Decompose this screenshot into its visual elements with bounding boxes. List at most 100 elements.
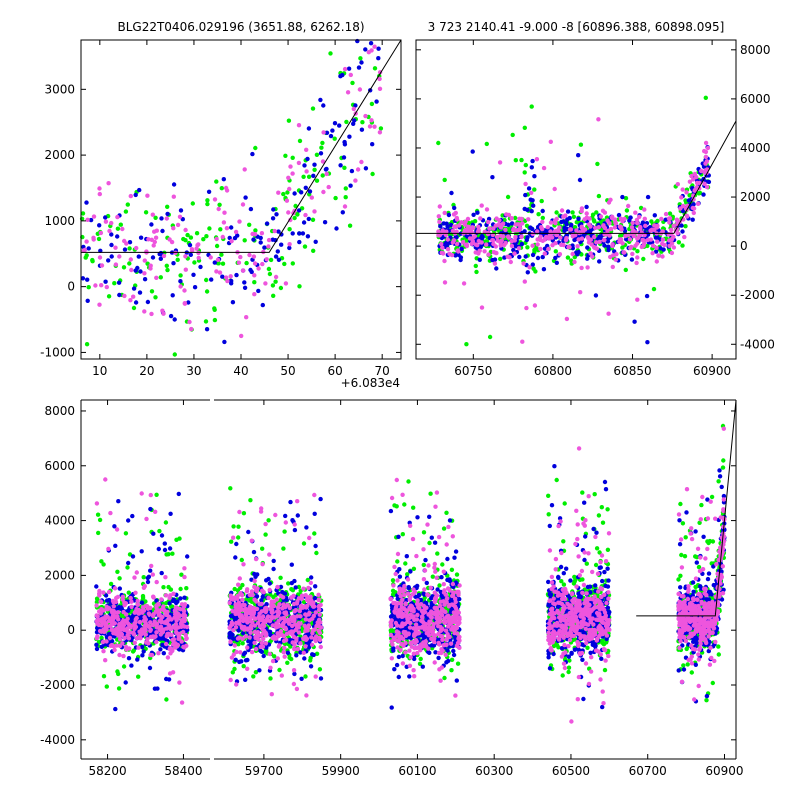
panel-3-point (317, 667, 323, 672)
panel-2-point (676, 240, 682, 245)
panel-2-point (649, 227, 655, 232)
panel-3-point (181, 602, 187, 608)
panel-2-point (623, 267, 628, 273)
panel-3-point (283, 626, 289, 632)
panel-3-point (117, 576, 122, 581)
panel-3-point (168, 511, 173, 516)
panel-1-point (252, 261, 258, 266)
panel-3-point (248, 498, 253, 503)
panel-2-point (639, 230, 644, 235)
panel-2-point (629, 257, 635, 262)
panel-3-point (246, 529, 251, 535)
panel-2-point (498, 240, 503, 245)
panel-1-point (376, 56, 381, 61)
panel-2-point (456, 223, 462, 228)
panel-1-ytick-label: 0 (67, 280, 75, 294)
panel-2-point (626, 203, 631, 209)
panel-2-point (511, 247, 516, 253)
panel-3-point (97, 591, 102, 596)
panel-3-point (96, 617, 101, 622)
panel-3-point (129, 663, 134, 668)
panel-3-point (231, 535, 236, 540)
panel-2-point (532, 187, 537, 192)
panel-2-point (654, 245, 659, 250)
panel-1-point (240, 202, 246, 207)
panel-2-point (642, 207, 647, 212)
panel-2-point (455, 248, 460, 253)
panel-3-point (140, 593, 146, 599)
panel-1-point (346, 66, 352, 71)
panel-2-point (519, 234, 524, 239)
panel-2-point (651, 286, 657, 292)
panel-3-point (231, 597, 236, 602)
panel-1-point (112, 281, 117, 286)
panel-3-point (301, 650, 306, 655)
panel-2-xtick-label: 60800 (534, 364, 572, 378)
panel-3-point (141, 575, 146, 580)
panel-3-point (389, 705, 394, 710)
panel-1-point (311, 173, 316, 178)
panel-3-point (106, 631, 112, 637)
panel-1-point (127, 246, 132, 251)
panel-1-point (267, 271, 273, 277)
panel-3-point (275, 584, 280, 590)
panel-2-point (509, 243, 515, 249)
panel-1-point (330, 128, 335, 133)
panel-3-point (264, 578, 269, 583)
panel-3-point (148, 492, 153, 498)
panel-3-point (168, 651, 173, 656)
panel-1-xtick-label: 60 (327, 364, 342, 378)
panel-2-point (484, 242, 489, 247)
panel-2-point (503, 240, 508, 246)
panel-1-point (133, 192, 138, 198)
panel-2-point (660, 237, 666, 242)
panel-2-point (531, 203, 536, 208)
panel-3-point (151, 594, 156, 599)
panel-3-point (298, 641, 303, 646)
panel-3-point (293, 627, 299, 632)
panel-3-point (170, 637, 175, 643)
panel-3-point (135, 657, 140, 662)
panel-1-point (204, 289, 210, 294)
panel-1-point (282, 261, 287, 267)
panel-3-point (142, 615, 147, 620)
panel-2-point (505, 254, 510, 259)
panel-1-point (295, 212, 300, 217)
panel-1-point (146, 237, 151, 242)
panel-1-ytick-label: -1000 (40, 345, 75, 359)
panel-3-point (404, 554, 409, 559)
panel-3-point (97, 628, 103, 634)
panel-3-point (126, 518, 131, 523)
panel-1-point (242, 167, 247, 172)
panel-3-point (301, 586, 306, 591)
panel-1-point (188, 252, 193, 257)
panel-1-point (314, 152, 320, 157)
panel-3-point (390, 588, 396, 593)
panel-3-point (395, 559, 400, 564)
panel-1-point (127, 240, 133, 245)
panel-3-point (267, 618, 273, 624)
panel-3-point (180, 607, 185, 612)
panel-3-point (132, 575, 137, 580)
panel-3-point (133, 590, 138, 595)
panel-1-point (311, 248, 316, 253)
panel-3-point (310, 642, 315, 647)
panel-3-point (159, 607, 165, 612)
panel-3-point (318, 644, 323, 650)
panel-2-point (538, 246, 543, 252)
panel-2-point (584, 211, 589, 216)
panel-2-point (506, 222, 511, 227)
panel-2-point (451, 238, 457, 243)
panel-1-point (377, 76, 382, 82)
panel-2-point (570, 210, 575, 215)
panel-2-point (505, 194, 511, 200)
panel-3-point (108, 510, 113, 516)
panel-2-point (525, 245, 530, 250)
panel-2-point (546, 246, 551, 252)
panel-2-xtick-label: 60850 (613, 364, 651, 378)
panel-1-point (134, 245, 139, 251)
panel-3-point (163, 520, 169, 525)
panel-2-point (690, 217, 695, 222)
panel-2-point (667, 211, 673, 216)
panel-2-point (645, 194, 651, 200)
